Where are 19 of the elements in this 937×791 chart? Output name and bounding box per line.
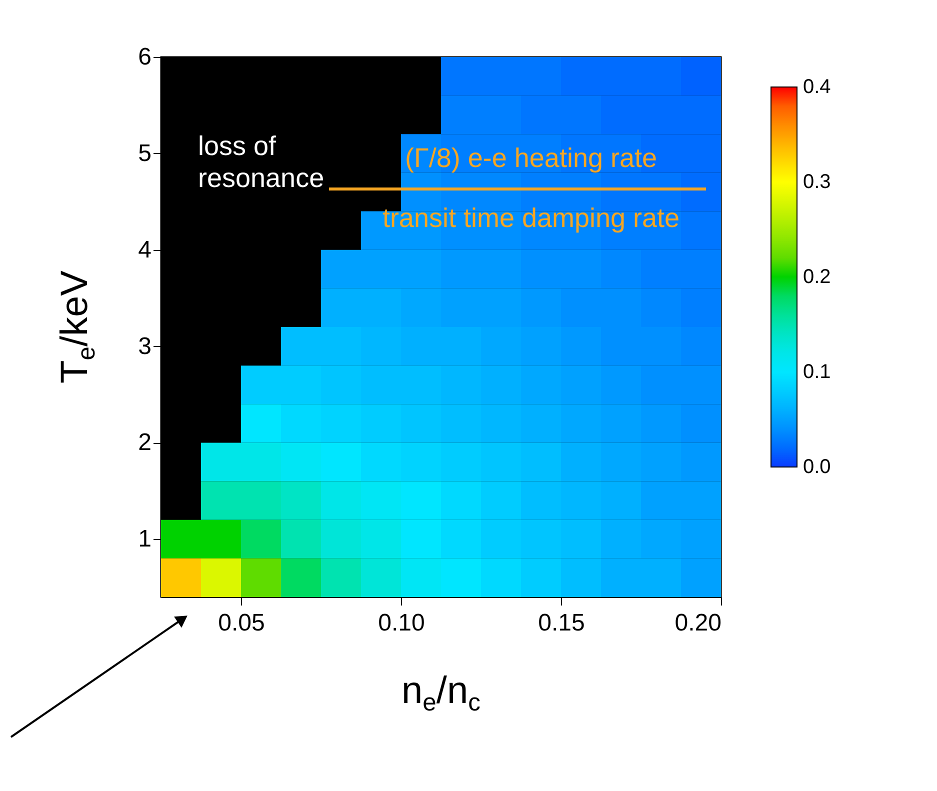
color-bar-label: 0.3 <box>803 171 831 193</box>
annotation: (Γ/8) e-e heating rate <box>404 143 658 173</box>
y-tick-label: 1 <box>138 526 152 553</box>
y-tick-label: 2 <box>138 429 152 456</box>
y-tick-label: 4 <box>138 236 152 264</box>
y-axis-title: Te/keV <box>54 270 100 384</box>
color-bar-label: 0.2 <box>803 266 831 288</box>
color-bar-label: 0.1 <box>803 361 831 383</box>
y-tick-label: 6 <box>138 44 152 70</box>
x-tick-label: 0.20 <box>674 610 722 636</box>
x-tick-label: 0.15 <box>538 610 585 636</box>
y-tick-label: 5 <box>138 140 152 167</box>
color-bar-label: 0.0 <box>803 456 831 478</box>
annotation: loss of resonance <box>198 131 324 193</box>
color-bar-label: 0.4 <box>803 76 831 98</box>
y-tick-label: 3 <box>138 332 152 360</box>
x-tick-label: 0.05 <box>218 610 265 636</box>
annotation: transit time damping rate <box>382 203 680 233</box>
x-tick-label: 0.10 <box>378 610 425 636</box>
